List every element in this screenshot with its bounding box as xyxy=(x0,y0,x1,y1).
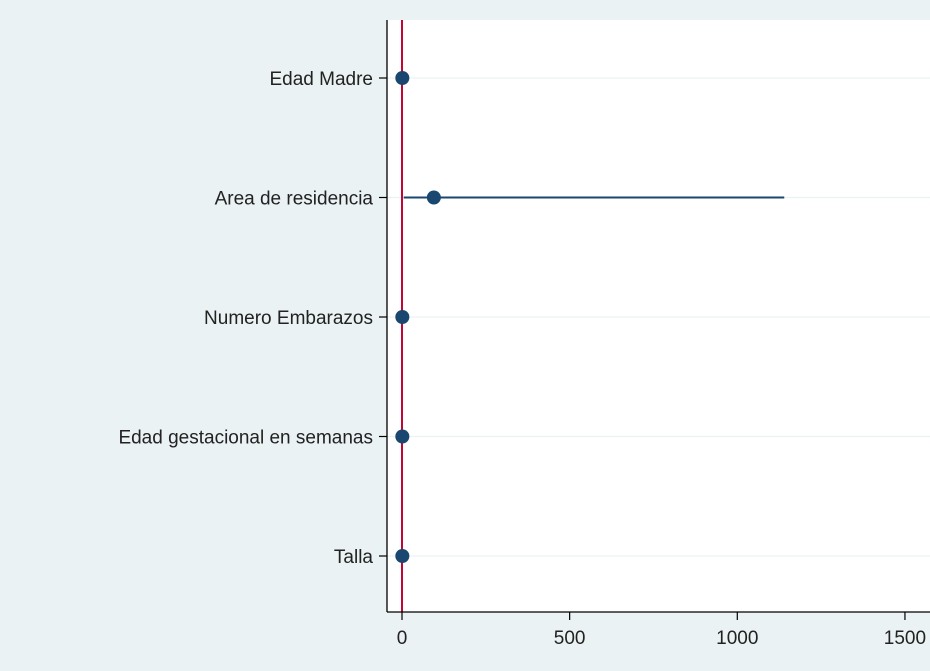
x-tick-label: 1500 xyxy=(884,628,926,649)
category-label: Numero Embarazos xyxy=(204,308,373,329)
category-label: Edad Madre xyxy=(269,69,373,90)
x-tick-labels: 0 500 1000 1500 xyxy=(397,628,926,649)
category-label: Edad gestacional en semanas xyxy=(118,428,373,449)
x-tick-label: 1000 xyxy=(716,628,758,649)
x-tick-label: 500 xyxy=(554,628,586,649)
estimate-point xyxy=(395,310,410,324)
category-labels: Edad Madre Area de residencia Numero Embar… xyxy=(118,69,373,568)
estimate-point xyxy=(395,429,410,444)
x-tick-label: 0 xyxy=(397,628,408,649)
estimate-point xyxy=(395,549,410,563)
category-label: Talla xyxy=(334,547,374,568)
plot-region xyxy=(387,20,930,612)
estimate-point xyxy=(426,190,441,205)
estimate-points xyxy=(395,71,441,563)
category-label: Area de residencia xyxy=(215,189,374,210)
estimate-point xyxy=(395,71,410,85)
axes xyxy=(379,20,930,620)
